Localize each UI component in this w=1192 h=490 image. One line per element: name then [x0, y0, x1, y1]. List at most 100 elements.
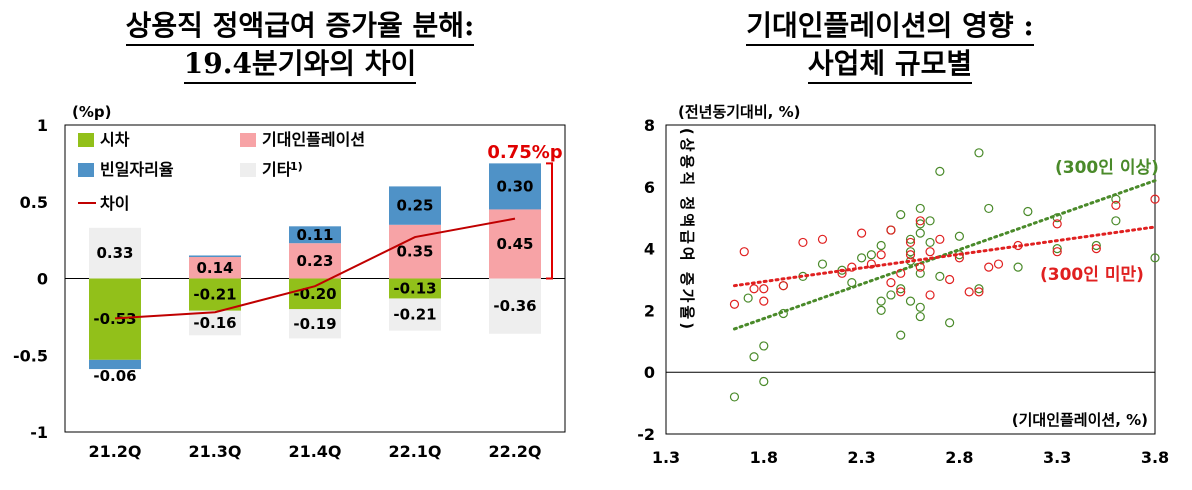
difference-line: [114, 217, 516, 320]
legend-label: 빈일자리율: [100, 160, 174, 179]
scatter-point: [886, 277, 896, 288]
scatter-point: [759, 284, 769, 294]
bar-segment: [389, 186, 441, 225]
decomposition-bar-chart: (%p) 1 0.5 0 -0.5 -1 21.2Q 21.3Q 21.4Q 22.1Q 22.2Q…: [13, 103, 566, 461]
y-tick-label: 8: [644, 116, 655, 135]
bar-data-label: 0.11: [296, 226, 333, 244]
scatter-point: [896, 287, 906, 297]
bar-segment: [89, 359, 141, 370]
bar-data-label: -0.20: [293, 285, 336, 303]
scatter-point: [905, 237, 916, 248]
legend-swatch: [240, 133, 256, 147]
scatter-point: [935, 166, 945, 176]
scatter-point: [847, 277, 857, 288]
x-tick-label: 21.4Q: [288, 442, 341, 461]
scatter-point: [915, 203, 925, 214]
y-tick-label: 0: [37, 270, 48, 289]
trend-line: [732, 179, 1157, 331]
bar-data-label: -0.21: [393, 306, 436, 324]
scatter-point: [915, 262, 925, 272]
legend-label: 기타: [262, 160, 292, 179]
scatter-point: [915, 268, 925, 278]
scatter-point: [935, 271, 945, 282]
trend-line: [732, 225, 1157, 288]
bar-segment: [389, 278, 441, 299]
right-chart-title: 기대인플레이션의 영향 : 사업체 규모별: [610, 8, 1170, 84]
scatter-point: [974, 284, 984, 294]
bar-segment: [189, 257, 241, 279]
scatter-point: [1091, 244, 1101, 254]
scatter-point: [984, 262, 994, 272]
x-tick-label: 22.2Q: [488, 442, 541, 461]
inflation-scatter-chart: 8 6 4 2 0 -2 1.3 1.8 2.3 2.8 3.3 3.8 (전년동기대비, %) (기대인…: [637, 103, 1169, 467]
scatter-point: [925, 237, 935, 248]
bar-data-label: -0.36: [493, 297, 536, 315]
bar-data-label: -0.06: [93, 367, 136, 385]
scatter-point: [1052, 244, 1062, 254]
scatter-point: [993, 259, 1004, 269]
scatter-point: [925, 247, 935, 257]
scatter-point: [1111, 216, 1121, 226]
scatter-point: [1150, 253, 1160, 263]
x-tick-label: 1.8: [750, 448, 778, 467]
scatter-point: [915, 216, 925, 226]
scatter-point: [743, 293, 753, 303]
scatter-point: [915, 228, 925, 238]
bar-segment: [289, 243, 341, 279]
bar-data-label: -0.13: [393, 279, 436, 297]
right-title-line2: 사업체 규모별: [807, 46, 973, 84]
scatter-point: [876, 240, 886, 251]
bar-data-label: -0.19: [293, 315, 336, 333]
scatter-point: [1013, 262, 1023, 272]
y-tick-label: 0.5: [20, 193, 48, 212]
scatter-point: [886, 225, 896, 235]
legend-swatch: [78, 133, 94, 147]
scatter-point: [935, 234, 945, 244]
scatter-point: [945, 318, 955, 328]
scatter-point: [1052, 247, 1062, 257]
bar-segment: [189, 278, 241, 311]
bar-data-label: 0.35: [396, 243, 433, 261]
x-tick-label: 21.3Q: [188, 442, 241, 461]
y-tick-label: 6: [644, 178, 655, 197]
scatter-point: [729, 299, 740, 309]
y-tick-label: 1: [37, 116, 48, 135]
scatter-point: [847, 262, 857, 272]
scatter-point: [749, 352, 759, 362]
legend-label: 차이: [100, 194, 129, 213]
series-label-small-firms: (300인 미만): [1040, 265, 1144, 285]
scatter-point: [1091, 240, 1101, 251]
scatter-point: [857, 253, 867, 263]
bar-segment: [289, 278, 341, 310]
scatter-point: [759, 296, 769, 306]
scatter-point: [759, 341, 769, 351]
y-tick-label: 4: [644, 240, 655, 259]
bar-data-label: -0.53: [93, 310, 136, 328]
scatter-point: [974, 287, 984, 297]
x-tick-label: 2.8: [945, 448, 973, 467]
left-title-line1: 상용직 정액급여 증가율 분해:: [125, 8, 475, 46]
scatter-point: [739, 247, 749, 257]
scatter-point: [915, 311, 925, 322]
series-label-large-firms: (300인 이상): [1055, 158, 1159, 178]
scatter-point: [1150, 194, 1160, 204]
x-tick-label: 1.3: [652, 448, 680, 467]
y-axis-label: (전년동기대비, %): [678, 103, 800, 121]
bar-data-label: -0.21: [193, 286, 236, 304]
bar-data-label: 0.14: [196, 259, 233, 277]
scatter-point: [896, 330, 906, 340]
legend-label: 시차: [100, 130, 130, 149]
y-tick-label: 2: [644, 301, 655, 320]
bar-data-label: 0.23: [296, 252, 333, 270]
scatter-point: [925, 216, 935, 226]
scatter-point: [876, 305, 886, 315]
y-axis-vertical-label: (상용직 정액급여 증가율): [678, 128, 696, 332]
x-tick-label: 21.2Q: [88, 442, 141, 461]
y-tick-label: -0.5: [13, 346, 48, 365]
scatter-point: [896, 284, 906, 294]
scatter-point: [974, 148, 984, 158]
scatter-point: [1052, 219, 1062, 229]
y-axis-unit: (%p): [72, 103, 111, 121]
x-tick-label: 2.3: [847, 448, 875, 467]
scatter-point: [954, 231, 964, 241]
